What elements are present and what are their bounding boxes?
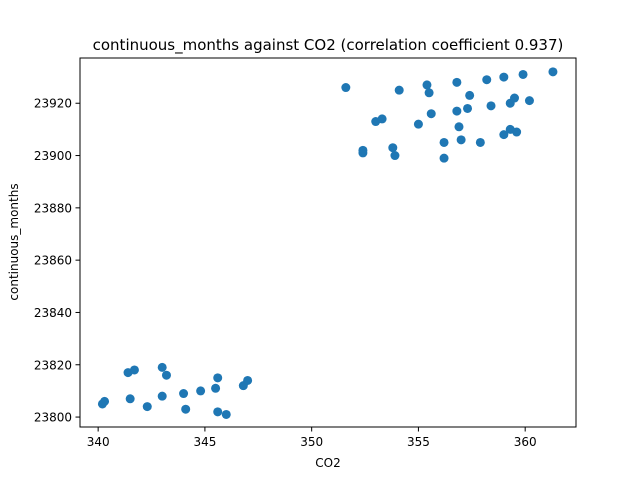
y-tick-label: 23900	[34, 149, 72, 163]
data-point	[486, 101, 496, 111]
data-point	[358, 145, 368, 155]
data-point	[454, 122, 464, 132]
data-point	[512, 127, 522, 137]
data-point	[424, 88, 434, 98]
data-point	[426, 109, 436, 119]
data-point	[510, 93, 520, 103]
x-tick-label: 340	[87, 435, 110, 449]
data-point	[394, 85, 404, 95]
data-points	[97, 67, 558, 419]
data-point	[456, 135, 466, 145]
x-tick-label: 360	[514, 435, 537, 449]
y-tick-label: 23820	[34, 358, 72, 372]
data-point	[125, 394, 135, 404]
data-point	[518, 69, 528, 79]
y-tick-label: 23880	[34, 201, 72, 215]
y-tick-label: 23840	[34, 306, 72, 320]
x-tick-label: 350	[300, 435, 323, 449]
data-point	[422, 80, 432, 90]
data-point	[161, 370, 171, 380]
x-tick-label: 345	[193, 435, 216, 449]
data-point	[482, 75, 492, 85]
chart-title: continuous_months against CO2 (correlati…	[93, 36, 564, 55]
data-point	[377, 114, 387, 124]
data-point	[129, 365, 139, 375]
data-point	[179, 389, 189, 399]
data-point	[390, 151, 400, 161]
data-point	[243, 375, 253, 385]
data-point	[499, 72, 509, 82]
data-point	[221, 409, 231, 419]
data-point	[439, 153, 449, 163]
data-point	[213, 373, 223, 383]
data-point	[548, 67, 558, 77]
data-point	[452, 77, 462, 87]
data-point	[341, 83, 351, 93]
data-point	[211, 383, 221, 393]
y-tick-label: 23920	[34, 97, 72, 111]
data-point	[475, 137, 485, 147]
y-tick-label: 23860	[34, 254, 72, 268]
data-point	[463, 103, 473, 113]
data-point	[452, 106, 462, 116]
data-point	[439, 137, 449, 147]
data-point	[465, 90, 475, 100]
x-tick-label: 355	[407, 435, 430, 449]
y-axis-ticks: 23800 23820 23840 23860 23880 23900 23920	[34, 97, 80, 425]
data-point	[499, 130, 509, 140]
x-axis-ticks: 340 345 350 355 360	[87, 427, 537, 449]
data-point	[196, 386, 206, 396]
y-axis-label: continuous_months	[7, 183, 21, 300]
data-point	[157, 362, 167, 372]
data-point	[181, 404, 191, 414]
data-point	[413, 119, 423, 129]
plot-area-frame	[79, 57, 577, 428]
data-point	[100, 396, 110, 406]
y-tick-label: 23800	[34, 411, 72, 425]
x-axis-label: CO2	[315, 456, 340, 470]
data-point	[524, 96, 534, 106]
data-point	[388, 143, 398, 153]
data-point	[213, 407, 223, 417]
data-point	[157, 391, 167, 401]
data-point	[142, 402, 152, 412]
